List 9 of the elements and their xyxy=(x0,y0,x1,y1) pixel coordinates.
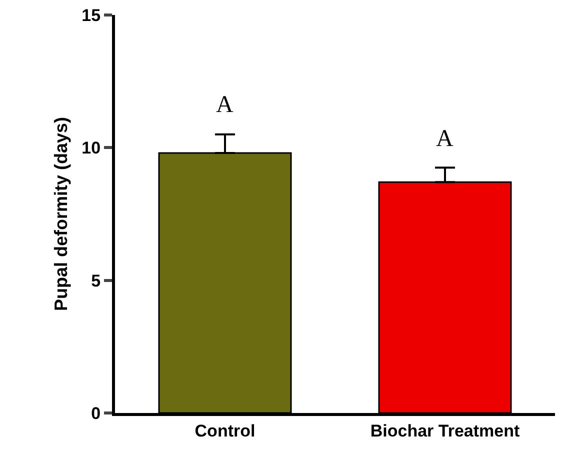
y-tick-label: 5 xyxy=(91,271,101,290)
y-tick-label: 0 xyxy=(91,404,101,423)
annotation: A xyxy=(216,92,234,118)
y-tick-label: 15 xyxy=(82,6,101,25)
x-tick-label: Control xyxy=(194,421,256,440)
x-tick-label: Biochar Treatment xyxy=(370,421,520,440)
annotation: A xyxy=(436,126,454,152)
y-axis-title: Pupal deformity (days) xyxy=(50,116,71,312)
y-tick-label: 10 xyxy=(82,138,101,158)
